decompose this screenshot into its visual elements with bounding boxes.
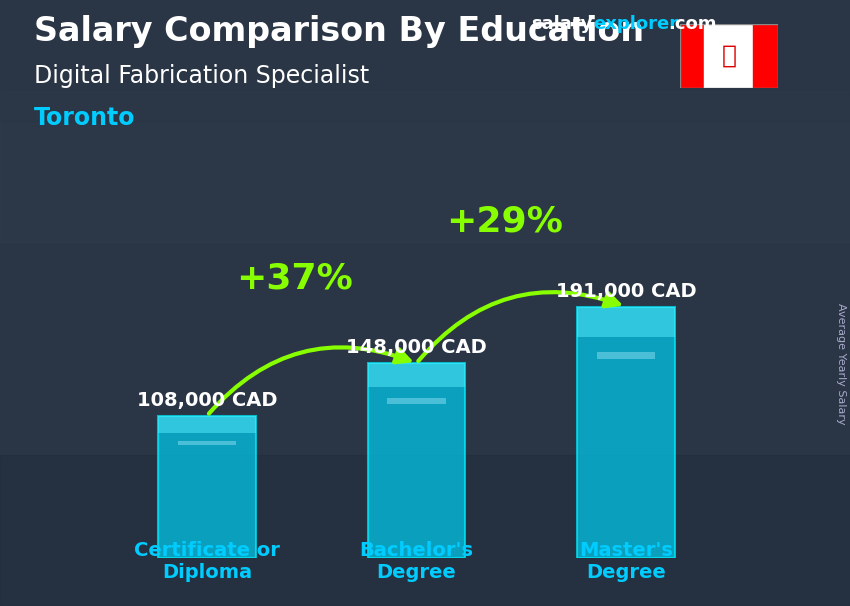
Bar [680, 24, 705, 88]
FancyBboxPatch shape [388, 398, 445, 404]
FancyBboxPatch shape [577, 307, 675, 558]
FancyBboxPatch shape [158, 416, 256, 433]
Bar [0, 273, 850, 424]
FancyBboxPatch shape [178, 441, 236, 445]
Text: +37%: +37% [236, 261, 353, 295]
Bar [753, 24, 778, 88]
Text: Toronto: Toronto [34, 106, 135, 130]
Text: salary: salary [531, 15, 592, 33]
Bar [0, 0, 850, 121]
Text: .com: .com [668, 15, 717, 33]
Text: Certificate or
Diploma: Certificate or Diploma [134, 541, 280, 582]
Text: Salary Comparison By Education: Salary Comparison By Education [34, 15, 644, 48]
FancyBboxPatch shape [597, 352, 655, 359]
Text: Digital Fabrication Specialist: Digital Fabrication Specialist [34, 64, 369, 88]
Text: Bachelor's
Degree: Bachelor's Degree [360, 541, 473, 582]
FancyBboxPatch shape [577, 307, 675, 337]
Text: explorer: explorer [593, 15, 678, 33]
FancyBboxPatch shape [368, 363, 465, 558]
Bar [0, 91, 850, 242]
Text: Master's
Degree: Master's Degree [579, 541, 673, 582]
Text: +29%: +29% [445, 205, 563, 239]
Text: Average Yearly Salary: Average Yearly Salary [836, 303, 846, 424]
Bar [0, 454, 850, 606]
FancyBboxPatch shape [368, 363, 465, 387]
Text: 148,000 CAD: 148,000 CAD [346, 338, 487, 357]
Text: 108,000 CAD: 108,000 CAD [137, 391, 277, 410]
Text: 191,000 CAD: 191,000 CAD [556, 282, 696, 301]
Text: 🍁: 🍁 [722, 44, 736, 68]
FancyBboxPatch shape [158, 416, 256, 558]
Bar [705, 24, 753, 88]
